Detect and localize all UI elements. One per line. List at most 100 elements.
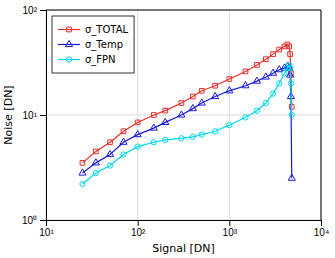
series-point xyxy=(289,112,294,117)
series-point xyxy=(150,124,157,130)
series-point xyxy=(287,44,292,49)
series-line xyxy=(82,66,291,178)
x-tick: 10⁴ xyxy=(314,220,329,238)
x-axis-line xyxy=(47,221,322,227)
legend-item: σ_FPN xyxy=(58,54,116,66)
y-tick: 10⁰ xyxy=(22,215,46,226)
series-point xyxy=(262,73,269,79)
series-point xyxy=(179,136,184,141)
x-tick: 10¹ xyxy=(39,220,54,238)
series-point xyxy=(243,69,248,74)
series-point xyxy=(227,77,232,82)
series-point xyxy=(151,140,156,145)
y-tick: 10² xyxy=(23,5,46,16)
legend-item: σ_TOTAL xyxy=(58,24,128,36)
series xyxy=(80,62,295,186)
y-tick-label: 10² xyxy=(23,5,38,16)
series-point xyxy=(179,101,184,106)
legend-line xyxy=(58,59,80,60)
y-tick-mark xyxy=(40,10,46,11)
x-tick-mark xyxy=(321,220,322,226)
series-point xyxy=(151,113,156,118)
frame-top xyxy=(46,10,321,11)
series-point xyxy=(288,52,293,57)
series-point xyxy=(212,92,219,98)
series-point xyxy=(263,100,268,105)
y-tick: 10¹ xyxy=(23,110,46,121)
series-point xyxy=(277,47,282,52)
series-point xyxy=(94,149,99,154)
series-point xyxy=(255,63,260,68)
series-point xyxy=(288,174,295,180)
series-point xyxy=(288,81,293,86)
series-point xyxy=(163,137,168,142)
y-tick-mark xyxy=(40,115,46,116)
series-point xyxy=(199,88,204,93)
series-point xyxy=(107,150,114,156)
series-point xyxy=(226,87,233,93)
series-point xyxy=(287,65,292,70)
legend-box xyxy=(52,16,134,73)
series xyxy=(80,42,294,165)
y-tick-mark xyxy=(40,220,46,221)
x-axis: 10¹ 10² 10³ 10⁴ xyxy=(39,220,329,238)
series-line xyxy=(82,44,291,162)
x-tick-label: 10³ xyxy=(223,227,238,238)
series-point xyxy=(191,94,196,99)
x-tick-mark xyxy=(229,220,230,226)
legend-line xyxy=(58,29,80,30)
legend-label: σ_FPN xyxy=(85,54,116,66)
series-point xyxy=(271,52,276,57)
series-point xyxy=(134,131,141,137)
series-point xyxy=(253,77,260,83)
series-point xyxy=(162,118,169,124)
series-point xyxy=(93,170,98,175)
y-axis: 10⁰ 10¹ 10² xyxy=(22,5,47,226)
x-tick: 10² xyxy=(131,220,146,238)
x-tick-label: 10² xyxy=(131,227,146,238)
grid-line-x xyxy=(321,10,322,220)
series-point xyxy=(121,152,126,157)
series-point xyxy=(80,181,85,186)
plot: 10¹10²10³10⁴10⁰10¹10²σ_TOTALσ_Tempσ_FPN xyxy=(22,5,329,238)
series-point xyxy=(277,81,282,86)
y-axis-line xyxy=(40,11,47,221)
series-point xyxy=(121,129,126,134)
series-point xyxy=(227,123,232,128)
legend-line xyxy=(58,44,80,45)
legend-label: σ_TOTAL xyxy=(85,24,128,36)
series-point xyxy=(199,132,204,137)
x-tick: 10³ xyxy=(223,220,238,238)
series-line xyxy=(82,65,291,184)
series-point xyxy=(178,111,185,117)
legend-label: σ_Temp xyxy=(85,39,123,51)
legend-symbol xyxy=(66,57,71,62)
x-tick-label: 10⁴ xyxy=(314,227,329,238)
x-axis-title: Signal [DN] xyxy=(152,242,215,255)
series-point xyxy=(107,163,112,168)
series-point xyxy=(270,91,275,96)
y-tick-label: 10⁰ xyxy=(22,215,37,226)
frame-right xyxy=(321,10,322,220)
series-point xyxy=(198,99,205,105)
series-point xyxy=(135,120,140,125)
legend-symbol xyxy=(65,40,72,46)
data-area xyxy=(79,42,295,187)
grid-line-y xyxy=(46,10,321,11)
legend-item: σ_Temp xyxy=(58,39,123,51)
series-point xyxy=(189,105,196,111)
x-tick-mark xyxy=(138,220,139,226)
x-tick-label: 10¹ xyxy=(39,227,54,238)
series-point xyxy=(243,115,248,120)
series-point xyxy=(79,169,86,175)
series-point xyxy=(92,159,99,165)
series-point xyxy=(80,161,85,166)
chart: 10¹10²10³10⁴10⁰10¹10²σ_TOTALσ_Tempσ_FPNS… xyxy=(0,0,335,258)
legend-symbol xyxy=(67,27,72,32)
grid xyxy=(46,10,321,220)
series-point xyxy=(242,82,249,88)
series-point xyxy=(163,108,168,113)
series-point xyxy=(282,71,287,76)
legend: σ_TOTAL σ_Temp σ_FPN xyxy=(52,16,134,73)
series-point xyxy=(108,140,113,145)
